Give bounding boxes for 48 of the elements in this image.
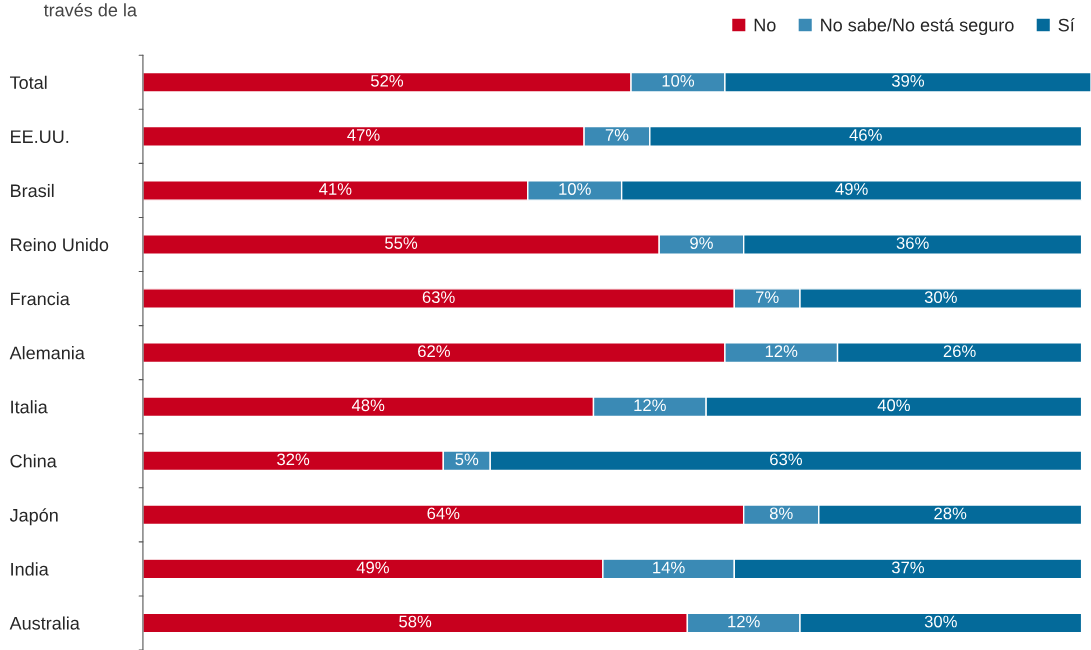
data-label: 12% bbox=[728, 615, 760, 628]
data-label: 5% bbox=[455, 453, 479, 466]
data-label: 14% bbox=[653, 561, 685, 574]
data-label: 7% bbox=[605, 129, 629, 141]
y-tick-label: Francia bbox=[11, 292, 70, 306]
legend-label: Sí bbox=[1058, 17, 1075, 32]
data-label: 36% bbox=[896, 237, 929, 249]
data-label: 30% bbox=[924, 291, 957, 304]
y-tick-label: Australia bbox=[9, 616, 80, 630]
legend-label: No bbox=[754, 18, 776, 32]
data-label: 55% bbox=[385, 237, 418, 249]
data-label: 30% bbox=[924, 615, 957, 628]
data-label: 63% bbox=[770, 453, 803, 466]
data-label: 41% bbox=[319, 183, 352, 195]
legend-label: No sabe/No está seguro bbox=[821, 17, 1014, 36]
data-label: 52% bbox=[370, 74, 404, 87]
data-label: 10% bbox=[559, 183, 591, 195]
data-label: 49% bbox=[356, 561, 389, 574]
data-label: 26% bbox=[943, 345, 976, 358]
data-label: 9% bbox=[690, 237, 713, 249]
y-tick-label: Alemania bbox=[9, 346, 85, 360]
y-tick-label: Japón bbox=[9, 508, 58, 526]
data-label: 49% bbox=[835, 183, 868, 195]
data-label: 37% bbox=[891, 561, 925, 574]
y-tick-label: Total bbox=[9, 75, 47, 89]
data-label: 58% bbox=[399, 615, 432, 628]
data-label: 48% bbox=[351, 399, 385, 412]
data-label: 62% bbox=[418, 345, 450, 358]
data-label: 12% bbox=[765, 345, 798, 358]
y-tick-label: Italia bbox=[11, 400, 48, 414]
data-label: 63% bbox=[422, 291, 455, 304]
y-tick-label: China bbox=[10, 454, 57, 468]
chart-title: través de la bbox=[43, 3, 137, 17]
data-label: 32% bbox=[277, 453, 310, 466]
data-label: 10% bbox=[662, 74, 695, 87]
data-label: 64% bbox=[427, 507, 460, 520]
data-label: 47% bbox=[347, 129, 380, 141]
y-tick-label: Brasil bbox=[11, 183, 54, 198]
data-label: 8% bbox=[769, 507, 793, 520]
data-label: 46% bbox=[849, 129, 882, 141]
data-label: 12% bbox=[634, 399, 666, 412]
y-tick-label: India bbox=[11, 562, 49, 576]
data-label: 40% bbox=[877, 399, 910, 412]
y-tick-label: EE.UU. bbox=[11, 130, 69, 144]
data-label: 28% bbox=[934, 507, 967, 520]
data-label: 7% bbox=[755, 291, 779, 303]
y-tick-label: Reino Unido bbox=[11, 237, 109, 252]
data-label: 39% bbox=[891, 74, 925, 87]
